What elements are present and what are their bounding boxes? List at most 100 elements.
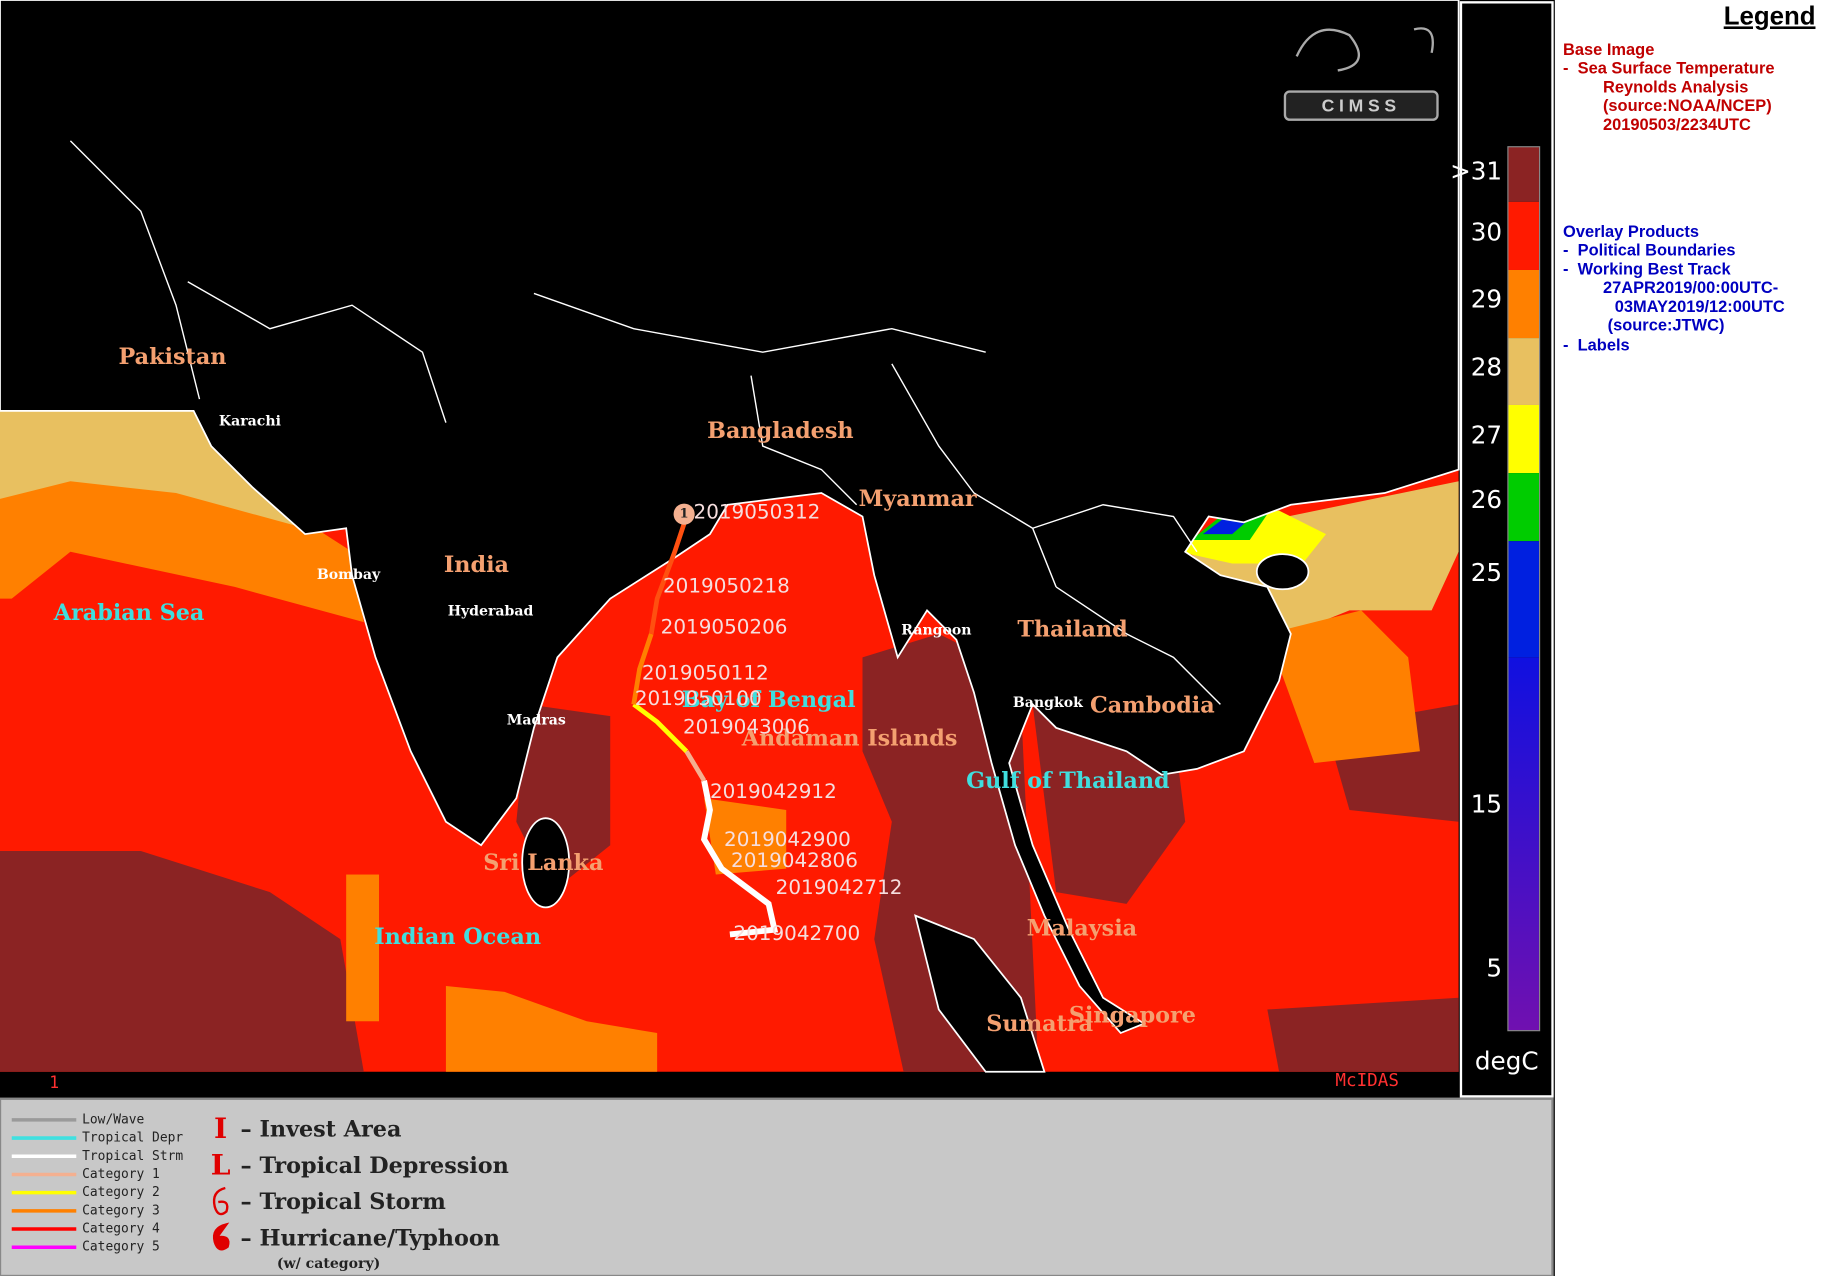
track-label: 2019050312 [694, 499, 821, 523]
cb-seg [1507, 404, 1540, 474]
legend-line: 20190503/2234UTC [1603, 116, 1751, 134]
legend-line: 27APR2019/00:00UTC- [1603, 279, 1778, 297]
key-label: Category 1 [82, 1167, 160, 1182]
country-label: Malaysia [1027, 916, 1137, 942]
track-labels: 2019050312 2019050218 2019050206 2019050112… [635, 499, 903, 944]
symbol: L [211, 1148, 231, 1181]
sst [1267, 610, 1420, 764]
storm-icon [673, 503, 695, 525]
logo-text: CIMSS [1322, 95, 1401, 115]
sst [704, 798, 787, 875]
cb-seg [1507, 473, 1540, 542]
key-label: Low/Wave [82, 1112, 144, 1127]
legend-title: Legend [1724, 2, 1816, 30]
legend-line: - Labels [1563, 337, 1630, 355]
sea-label: Bay of Bengal [682, 687, 856, 713]
bord [1055, 586, 1221, 705]
city-label: Hyderabad [448, 604, 534, 620]
key-label: Tropical Depr [82, 1131, 183, 1146]
legend-line: - Political Boundaries [1563, 242, 1735, 260]
sst [346, 874, 380, 1022]
country-label: Bangladesh [707, 418, 853, 444]
track-label: 2019042900 [724, 827, 851, 851]
colorbar [1507, 146, 1541, 1032]
track-label: 2019042712 [776, 875, 903, 899]
cb-seg [1507, 657, 1540, 1031]
sst [445, 986, 658, 1072]
legend-line: (source:NOAA/NCEP) [1603, 97, 1772, 115]
country-label: Sri Lanka [483, 850, 603, 876]
country-label: Singapore [1069, 1003, 1196, 1029]
colorbar-label: 5 [1486, 954, 1502, 983]
legend-line: 03MAY2019/12:00UTC [1615, 298, 1785, 316]
cb-seg [1507, 201, 1540, 270]
colorbar-label: 28 [1471, 353, 1502, 382]
track [632, 702, 689, 753]
land [521, 817, 571, 909]
country-label: Thailand [1017, 616, 1128, 642]
track-label: 2019050218 [663, 573, 790, 597]
legend-line: (source:JTWC) [1608, 317, 1725, 335]
cb-seg [1507, 269, 1540, 339]
symbol-label: – Invest Area [241, 1116, 402, 1142]
track-label: 2019050100 [635, 686, 762, 710]
cb-seg [1507, 146, 1540, 202]
bord [533, 292, 986, 353]
hurr-icon [212, 1222, 230, 1251]
sst [1267, 997, 1459, 1072]
track-label: 2019042700 [733, 921, 860, 945]
land [0, 0, 1460, 1035]
track [631, 633, 654, 705]
colorbar-labels: >31 30 29 28 27 26 25 15 5 [1450, 157, 1502, 983]
storm-category: 1 [680, 507, 689, 522]
track-label: 2019043006 [683, 714, 810, 738]
track-label: 2019042806 [731, 848, 858, 872]
logo [1283, 27, 1439, 121]
legend-line: Reynolds Analysis [1603, 78, 1748, 96]
city-label: Karachi [219, 413, 281, 429]
country-label: Pakistan [119, 344, 227, 370]
colorbar-label: 15 [1471, 789, 1502, 818]
colorbar-unit: degC [1475, 1046, 1539, 1075]
key-panel [0, 1097, 1554, 1276]
bord [187, 281, 447, 423]
symbol-note: (w/ category) [277, 1256, 380, 1272]
key-label: Tropical Strm [82, 1149, 183, 1164]
country-label: Andaman Islands [741, 726, 958, 752]
track-label: 2019050112 [642, 660, 769, 684]
sea-label: Arabian Sea [53, 600, 205, 626]
sst [0, 851, 364, 1072]
sea-label: Indian Ocean [374, 924, 541, 950]
logo-art [1295, 27, 1434, 72]
track-key: Low/Wave Tropical Depr Tropical Strm Catego… [11, 1112, 183, 1255]
ts-icon [212, 1186, 229, 1216]
country-label: Myanmar [859, 486, 977, 512]
legend-panel [1554, 0, 1840, 1276]
legend-line: - Sea Surface Temperature [1563, 60, 1774, 78]
symbol-label: – Hurricane/Typhoon [241, 1226, 500, 1252]
logo-box [1283, 90, 1439, 121]
key-label: Category 2 [82, 1185, 160, 1200]
key-label: Category 4 [82, 1222, 160, 1237]
symbol-label: – Tropical Depression [241, 1153, 509, 1179]
legend-heading: Overlay Products [1563, 223, 1699, 241]
sst [0, 410, 306, 529]
bord [750, 375, 858, 506]
symbol-label: – Tropical Storm [241, 1189, 447, 1215]
colorbar-label: 26 [1471, 485, 1502, 514]
colorbar-label: 25 [1471, 558, 1502, 587]
track [700, 780, 779, 938]
colorbar-label: 29 [1471, 285, 1502, 314]
track-label: 2019042912 [710, 779, 837, 803]
storm-track [631, 503, 779, 938]
key-label: Category 5 [82, 1240, 160, 1255]
bord [1032, 504, 1198, 553]
country-label: India [444, 552, 509, 578]
track [648, 515, 689, 635]
land [0, 0, 1460, 1073]
land [914, 914, 1046, 1073]
software-label: McIDAS [1335, 1071, 1399, 1091]
sea-label: Gulf of Thailand [966, 768, 1170, 794]
